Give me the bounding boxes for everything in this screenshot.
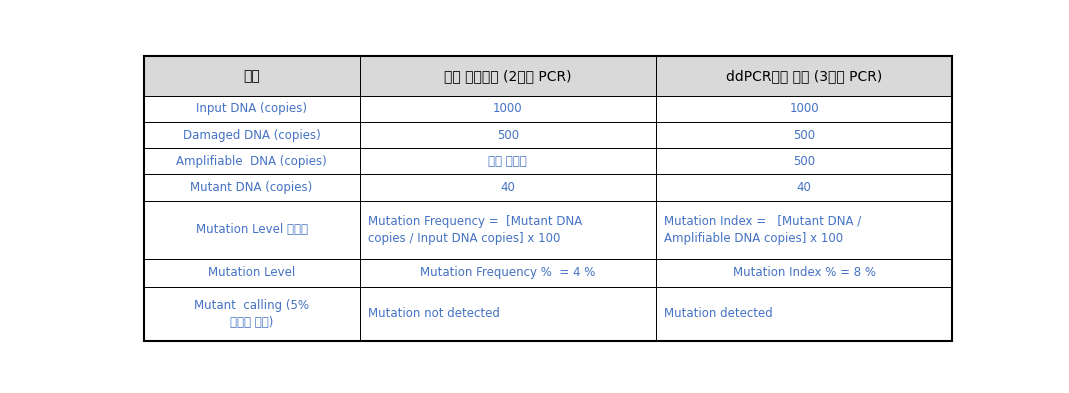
Bar [143,174,359,201]
Bar [143,122,359,148]
Text: Mutation Frequency %  = 4 %: Mutation Frequency % = 4 % [420,266,595,279]
Bar [656,56,952,95]
Text: Mutation not detected: Mutation not detected [368,307,500,320]
Bar [656,95,952,122]
Bar [359,201,656,259]
Text: 측정 불가능: 측정 불가능 [489,155,527,168]
Text: Mutation Level 계산법: Mutation Level 계산법 [196,223,308,236]
Bar [143,148,359,174]
Text: Mutation Frequency =  [Mutant DNA
copies / Input DNA copies] x 100: Mutation Frequency = [Mutant DNA copies … [368,215,583,245]
Bar [143,56,359,95]
Bar [359,122,656,148]
Text: 40: 40 [796,181,811,194]
Bar [143,287,359,341]
Bar [359,259,656,287]
Bar [359,95,656,122]
Bar [143,201,359,259]
Bar [656,174,952,201]
Text: Damaged DNA (copies): Damaged DNA (copies) [183,129,321,141]
Text: 기존 진단키트 (2세대 PCR): 기존 진단키트 (2세대 PCR) [444,69,572,83]
Text: 40: 40 [500,181,515,194]
Text: Mutant DNA (copies): Mutant DNA (copies) [190,181,313,194]
Bar [656,148,952,174]
Bar [143,95,359,122]
Bar [359,174,656,201]
Bar [359,56,656,95]
Bar [656,201,952,259]
Text: 500: 500 [793,155,815,168]
Text: 항목: 항목 [244,69,260,83]
Bar [143,259,359,287]
Text: Input DNA (copies): Input DNA (copies) [196,102,307,115]
Text: Mutation Level: Mutation Level [208,266,295,279]
Text: ddPCR기반 키트 (3세대 PCR): ddPCR기반 키트 (3세대 PCR) [726,69,882,83]
Bar [656,122,952,148]
Text: 1000: 1000 [493,102,523,115]
Text: Mutation detected: Mutation detected [664,307,773,320]
Text: Amplifiable  DNA (copies): Amplifiable DNA (copies) [176,155,327,168]
Text: Mutation Index % = 8 %: Mutation Index % = 8 % [732,266,876,279]
Bar [656,287,952,341]
Text: 500: 500 [793,129,815,141]
Text: 500: 500 [497,129,518,141]
Text: 1000: 1000 [789,102,819,115]
Text: Mutation Index =   [Mutant DNA /
Amplifiable DNA copies] x 100: Mutation Index = [Mutant DNA / Amplifiab… [664,215,862,245]
Bar [359,287,656,341]
Bar [656,259,952,287]
Bar [359,148,656,174]
Text: Mutant  calling (5%
컷오프 기준): Mutant calling (5% 컷오프 기준) [195,299,309,329]
